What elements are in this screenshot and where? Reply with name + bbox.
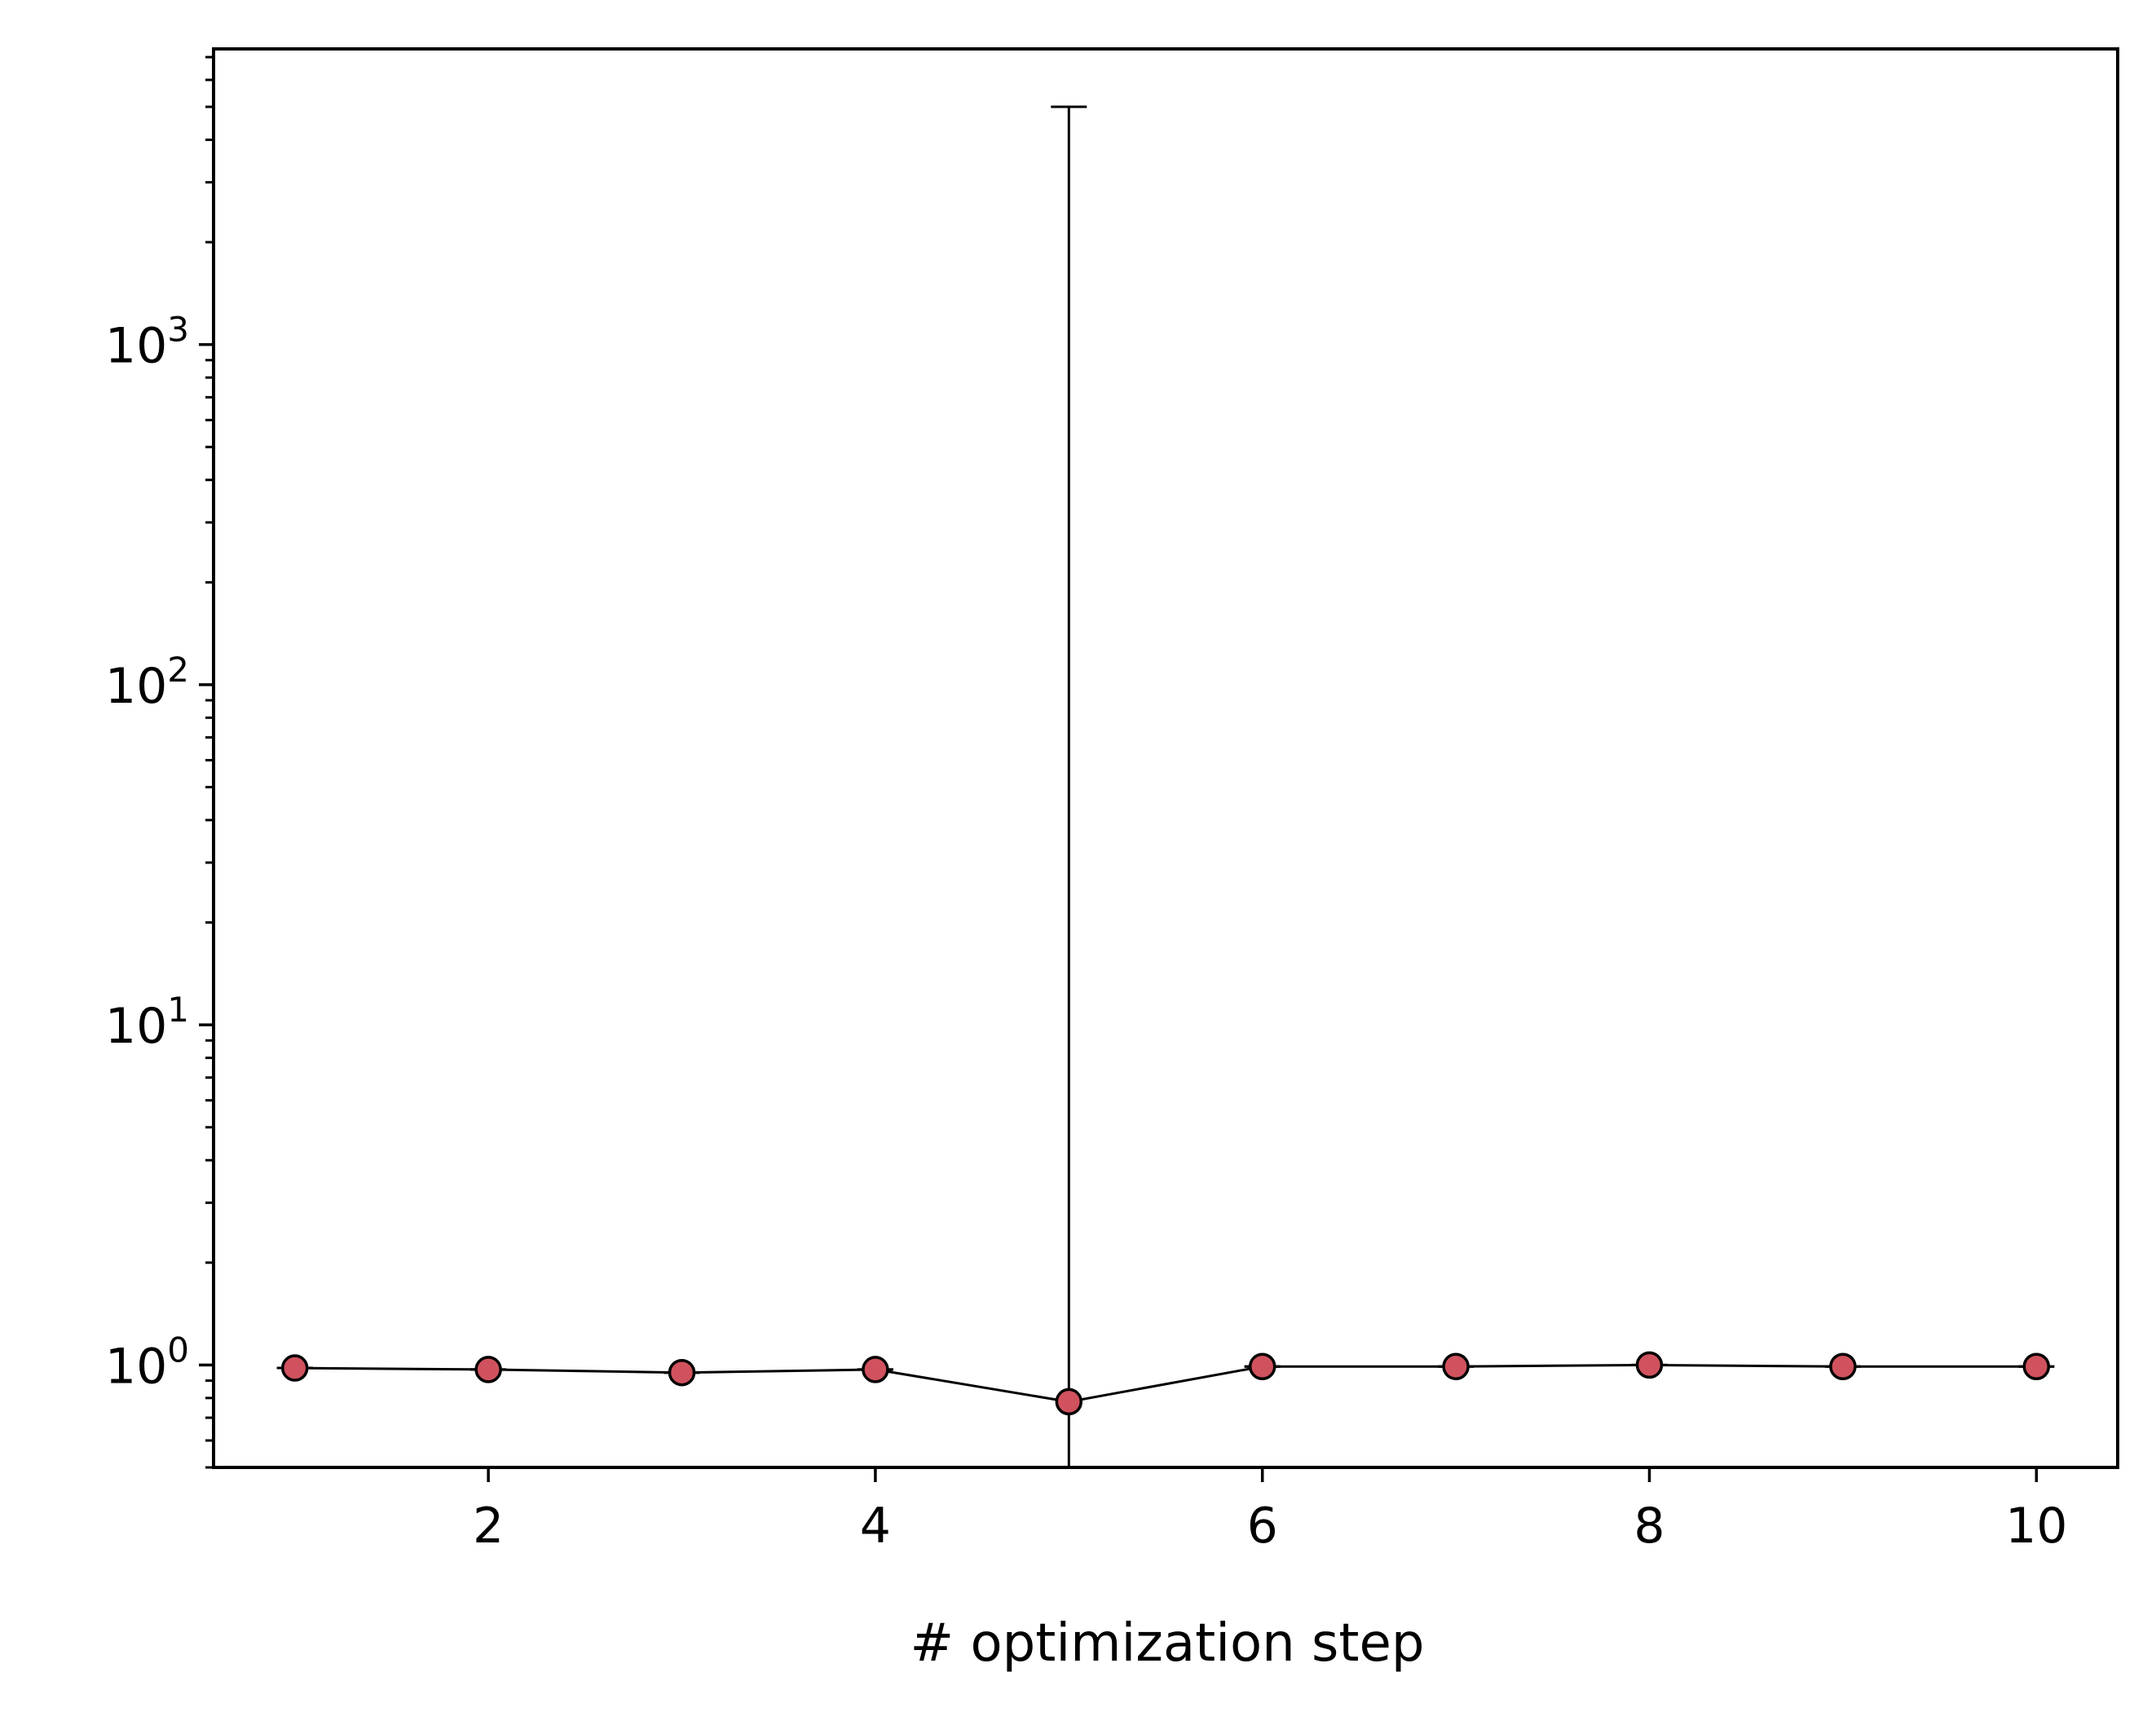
- data-point: [1635, 1351, 1664, 1379]
- data-point: [280, 1354, 309, 1382]
- x-tick-label: 10: [2005, 1498, 2067, 1555]
- data-point: [1248, 1352, 1276, 1380]
- x-tick-label: 2: [473, 1498, 504, 1555]
- x-axis-ticks: 2 4 6 8 10: [473, 1467, 2067, 1555]
- series-line-group: [294, 1363, 2037, 1403]
- data-point: [2022, 1352, 2051, 1380]
- data-points: [280, 1351, 2051, 1416]
- series-line: [294, 1363, 2037, 1403]
- data-point: [474, 1356, 502, 1383]
- data-point: [1442, 1352, 1470, 1380]
- plot-frame: [212, 47, 2119, 1469]
- y-tick-label: 101: [105, 990, 189, 1055]
- y-tick-label: 102: [105, 650, 189, 715]
- y-axis-ticks: 100 101 102 103: [105, 310, 214, 1395]
- data-point: [862, 1356, 889, 1383]
- data-point: [668, 1358, 696, 1387]
- x-tick-label: 4: [860, 1498, 891, 1555]
- x-tick-label: 6: [1247, 1498, 1278, 1555]
- y-tick-label: 100: [105, 1330, 189, 1395]
- y-tick-label: 103: [105, 310, 189, 375]
- data-point: [1829, 1352, 1857, 1380]
- x-axis-label: # optimization step: [910, 1613, 1425, 1674]
- x-tick-label: 8: [1634, 1498, 1664, 1555]
- data-point: [1055, 1388, 1083, 1416]
